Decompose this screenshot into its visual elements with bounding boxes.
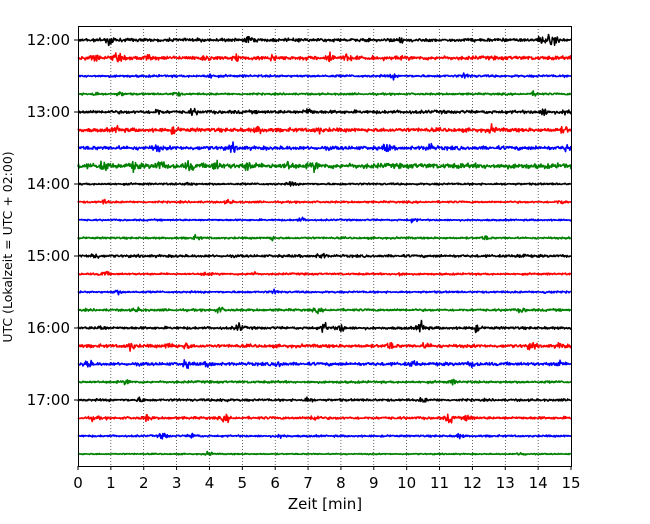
x-tick-label: 15: [561, 474, 580, 492]
x-tick-label: 9: [369, 474, 379, 492]
x-tick-label: 12: [463, 474, 482, 492]
x-tick-label: 14: [529, 474, 548, 492]
trace-row: [77, 252, 572, 259]
trace-row: [77, 270, 572, 277]
x-tick-label: 10: [397, 474, 416, 492]
trace-row: [77, 378, 572, 386]
y-tick-label: 13:00: [27, 103, 70, 121]
trace-row: [77, 72, 572, 81]
trace-row: [77, 198, 572, 205]
x-tick-label: 2: [139, 474, 149, 492]
seismic-traces: [77, 33, 572, 457]
y-tick-label: 12:00: [27, 31, 70, 49]
x-axis-label: Zeit [min]: [288, 495, 362, 513]
trace-row: [77, 288, 572, 296]
trace-row: [77, 159, 572, 174]
x-tick-label: 13: [496, 474, 515, 492]
x-tick-label: 0: [73, 474, 83, 492]
x-tick-label: 3: [172, 474, 182, 492]
trace-row: [77, 180, 572, 187]
trace-row: [77, 432, 572, 440]
plot-frame: [78, 26, 572, 467]
y-tick-label: 16:00: [27, 319, 70, 337]
trace-row: [77, 413, 572, 424]
y-axis-ticks: 12:00 13:00 14:00 15:00 16:00 17:00: [27, 31, 78, 409]
grid-lines: [110, 26, 539, 466]
x-tick-label: 4: [205, 474, 215, 492]
trace-row: [77, 123, 572, 135]
trace-row: [77, 341, 572, 352]
x-tick-label: 11: [430, 474, 449, 492]
x-tick-label: 1: [106, 474, 116, 492]
trace-row: [77, 33, 572, 47]
x-tick-label: 8: [336, 474, 346, 492]
trace-row: [77, 107, 572, 117]
trace-row: [77, 306, 572, 315]
trace-row: [77, 233, 572, 242]
y-tick-label: 14:00: [27, 175, 70, 193]
x-tick-label: 7: [303, 474, 313, 492]
trace-row: [77, 51, 572, 63]
y-axis-label: UTC (Lokalzeit = UTC + 02:00): [0, 151, 15, 342]
trace-row: [77, 396, 572, 403]
x-tick-label: 5: [238, 474, 248, 492]
x-axis-ticks: 0 1 2 3 4 5 6 7 8 9 10 11 12 13 14 15: [73, 466, 581, 492]
y-tick-label: 15:00: [27, 247, 70, 265]
x-tick-label: 6: [270, 474, 280, 492]
trace-row: [77, 319, 572, 334]
trace-row: [77, 90, 572, 97]
trace-row: [77, 359, 572, 370]
trace-row: [77, 216, 572, 224]
y-tick-label: 17:00: [27, 391, 70, 409]
trace-row: [77, 450, 572, 457]
trace-row: [77, 141, 572, 153]
